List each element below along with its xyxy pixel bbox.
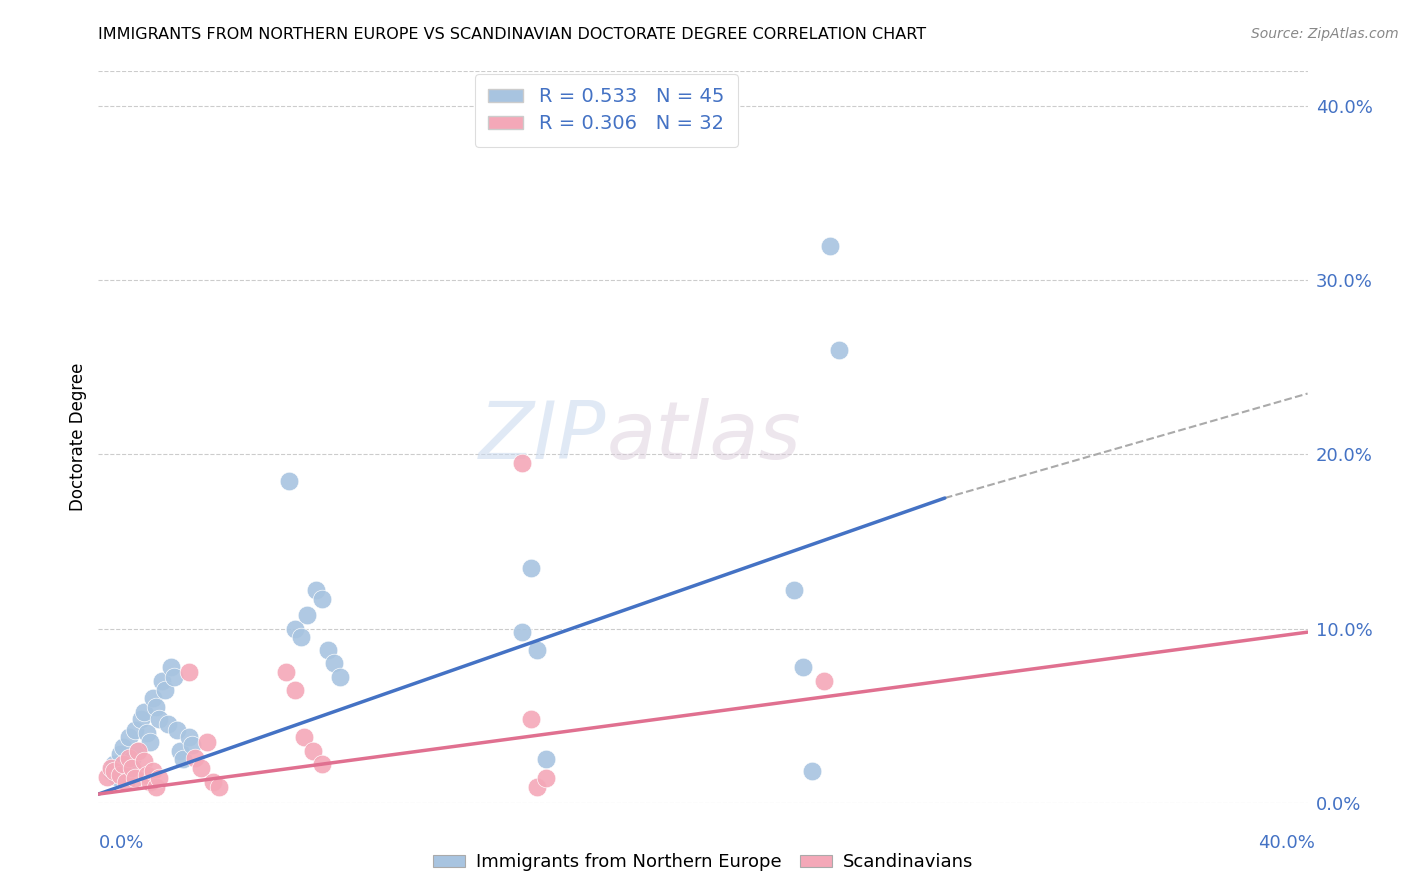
Point xyxy=(118,730,141,744)
Point xyxy=(108,768,131,782)
Point xyxy=(127,743,149,757)
Point xyxy=(163,670,186,684)
Point xyxy=(519,712,541,726)
Point xyxy=(142,764,165,779)
Point xyxy=(148,712,170,726)
Point xyxy=(323,657,346,671)
Point xyxy=(184,750,207,764)
Point xyxy=(813,673,835,688)
Point xyxy=(114,775,136,789)
Point xyxy=(534,772,557,786)
Point xyxy=(190,761,212,775)
Point xyxy=(284,622,307,636)
Point xyxy=(534,752,557,766)
Point xyxy=(800,764,823,779)
Point xyxy=(142,691,165,706)
Point xyxy=(277,474,299,488)
Point xyxy=(129,712,152,726)
Point xyxy=(305,583,328,598)
Text: Source: ZipAtlas.com: Source: ZipAtlas.com xyxy=(1251,27,1399,41)
Point xyxy=(103,757,125,772)
Point xyxy=(274,665,297,680)
Point xyxy=(145,700,167,714)
Point xyxy=(111,740,134,755)
Point xyxy=(127,743,149,757)
Point xyxy=(292,730,315,744)
Point xyxy=(100,761,122,775)
Legend: R = 0.533   N = 45, R = 0.306   N = 32: R = 0.533 N = 45, R = 0.306 N = 32 xyxy=(475,74,738,147)
Point xyxy=(284,682,307,697)
Point xyxy=(139,775,162,789)
Point xyxy=(100,764,122,779)
Point xyxy=(145,780,167,794)
Point xyxy=(166,723,188,737)
Point xyxy=(108,747,131,761)
Point xyxy=(202,775,225,789)
Text: ZIP: ZIP xyxy=(479,398,606,476)
Point xyxy=(828,343,851,357)
Point xyxy=(316,642,339,657)
Point xyxy=(519,560,541,574)
Point xyxy=(295,607,318,622)
Point xyxy=(181,739,204,753)
Point xyxy=(121,752,143,766)
Point xyxy=(510,456,533,470)
Point xyxy=(160,660,183,674)
Text: 0.0%: 0.0% xyxy=(98,834,143,852)
Point xyxy=(114,761,136,775)
Point xyxy=(148,772,170,786)
Point xyxy=(526,642,548,657)
Point xyxy=(302,743,325,757)
Y-axis label: Doctorate Degree: Doctorate Degree xyxy=(69,363,87,511)
Text: 40.0%: 40.0% xyxy=(1258,834,1315,852)
Point xyxy=(150,673,173,688)
Text: IMMIGRANTS FROM NORTHERN EUROPE VS SCANDINAVIAN DOCTORATE DEGREE CORRELATION CHA: IMMIGRANTS FROM NORTHERN EUROPE VS SCAND… xyxy=(98,27,927,42)
Point xyxy=(124,723,146,737)
Point xyxy=(179,730,201,744)
Point xyxy=(329,670,352,684)
Point xyxy=(118,750,141,764)
Point xyxy=(179,665,201,680)
Point xyxy=(132,754,155,768)
Point xyxy=(526,780,548,794)
Point xyxy=(311,757,333,772)
Point xyxy=(103,764,125,779)
Point xyxy=(121,761,143,775)
Point xyxy=(172,752,194,766)
Point xyxy=(510,625,533,640)
Point xyxy=(96,770,118,784)
Point xyxy=(124,772,146,786)
Point xyxy=(105,770,128,784)
Point xyxy=(135,768,157,782)
Text: atlas: atlas xyxy=(606,398,801,476)
Point xyxy=(169,743,191,757)
Point xyxy=(311,592,333,607)
Point xyxy=(818,238,841,252)
Point xyxy=(783,583,806,598)
Point xyxy=(153,682,176,697)
Point xyxy=(290,631,312,645)
Point xyxy=(135,726,157,740)
Point xyxy=(792,660,814,674)
Point xyxy=(132,705,155,719)
Point xyxy=(139,735,162,749)
Point xyxy=(208,780,231,794)
Point xyxy=(195,735,218,749)
Legend: Immigrants from Northern Europe, Scandinavians: Immigrants from Northern Europe, Scandin… xyxy=(426,847,980,879)
Point xyxy=(111,757,134,772)
Point xyxy=(156,717,179,731)
